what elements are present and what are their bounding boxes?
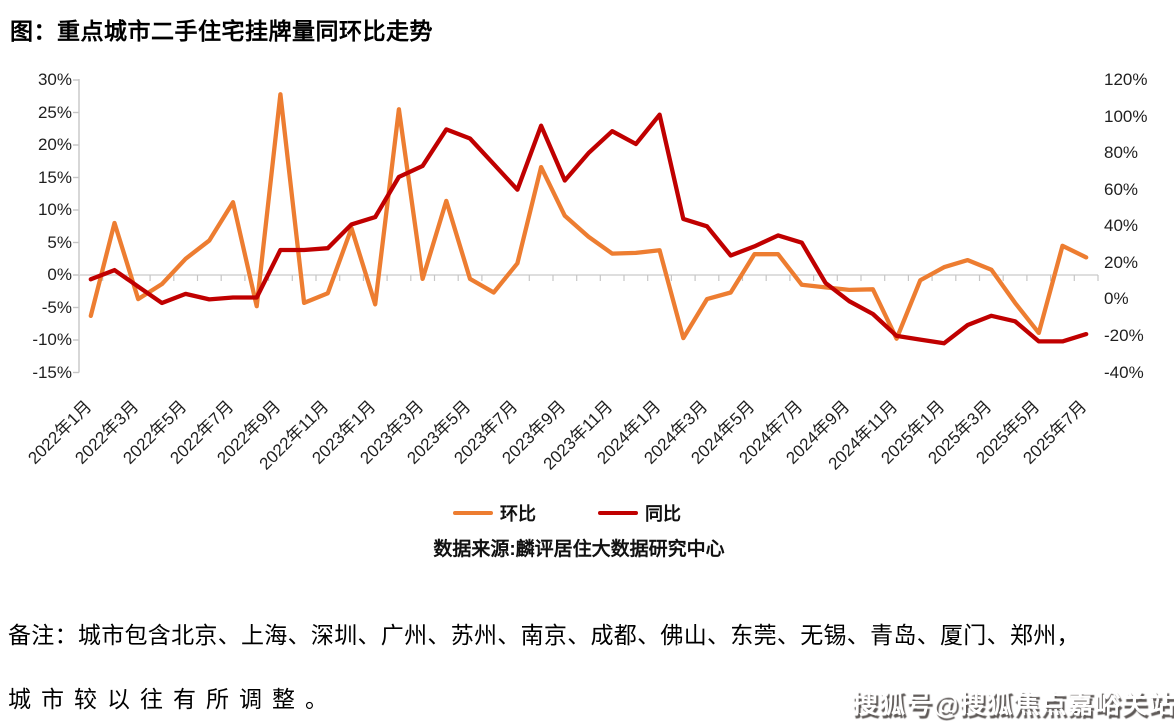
y-axis-left-label: -5% bbox=[41, 297, 72, 317]
series-huanbi-line bbox=[88, 92, 1089, 341]
series-tongbi-line bbox=[88, 112, 1089, 346]
y-axis-right-label: 100% bbox=[1104, 106, 1148, 126]
y-axis-left-label: -10% bbox=[32, 330, 72, 349]
y-axis-left-label: 5% bbox=[47, 232, 72, 252]
y-axis-left-label: 15% bbox=[37, 167, 72, 187]
legend-item-tongbi: 同比 bbox=[598, 500, 681, 526]
huanbi-line-swatch bbox=[453, 510, 493, 516]
y-axis-left-label: -15% bbox=[32, 362, 72, 382]
y-axis-right-label: 80% bbox=[1104, 143, 1139, 163]
y-axis-left-label: 10% bbox=[37, 200, 72, 219]
y-axis-left-label: 25% bbox=[37, 102, 72, 122]
legend-label-tongbi: 同比 bbox=[645, 504, 681, 524]
y-axis-right-label: 120% bbox=[1104, 70, 1148, 89]
footnote-line-2: 城市较以往有所调整。 bbox=[8, 687, 338, 712]
chart-title: 图：重点城市二手住宅挂牌量同环比走势 bbox=[10, 18, 433, 44]
y-axis-right-label: 20% bbox=[1104, 252, 1139, 272]
y-axis-left-label: 0% bbox=[47, 265, 72, 284]
listing-volume-trend-chart: 30% 25% 20% 15% 10% 5% 0% -5% -10% -15% 120% 100% 8… bbox=[0, 70, 1154, 560]
y-axis-right-label: -40% bbox=[1104, 362, 1144, 382]
legend-item-huanbi: 环比 bbox=[453, 500, 536, 526]
y-axis-left-label: 20% bbox=[37, 135, 72, 154]
y-axis-right-label: 60% bbox=[1104, 179, 1139, 199]
y-axis-right-label: 40% bbox=[1104, 216, 1139, 236]
y-axis-left-label: 30% bbox=[37, 70, 72, 89]
legend: 环比 同比 bbox=[0, 500, 1154, 526]
plot-canvas bbox=[73, 79, 1099, 374]
watermark: 搜狐号@搜狐焦点嘉峪关站 bbox=[852, 689, 1174, 719]
footnote-line-1: 备注：城市包含北京、上海、深圳、广州、苏州、南京、成都、佛山、东莞、无锡、青岛、… bbox=[8, 623, 1080, 648]
legend-label-huanbi: 环比 bbox=[500, 504, 536, 524]
tongbi-line-swatch bbox=[598, 510, 638, 516]
y-axis-right-label: 0% bbox=[1104, 289, 1129, 309]
data-source: 数据来源:麟评居住大数据研究中心 bbox=[433, 539, 725, 560]
y-axis-right-label: -20% bbox=[1104, 325, 1144, 345]
